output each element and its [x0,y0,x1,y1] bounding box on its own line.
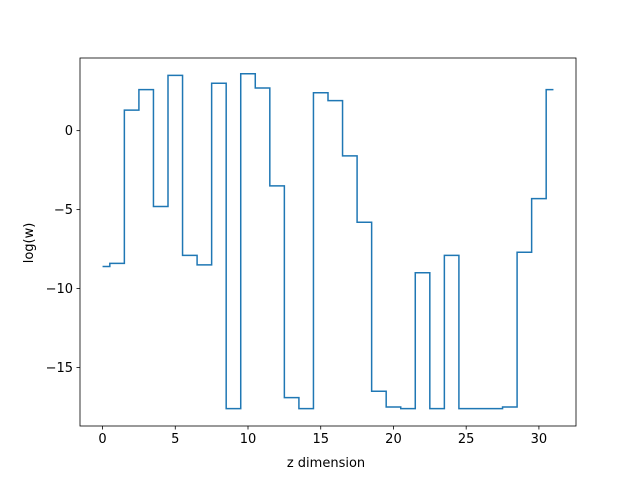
y-tick-label: 0 [65,124,73,139]
y-tick-label: −10 [46,282,73,297]
y-axis-ticks: 0 −5 −10 −15 [46,124,80,376]
plot-frame [79,57,577,427]
y-axis-label: log(w) [22,223,37,264]
x-tick-label: 10 [240,432,257,447]
series-line [102,73,554,410]
x-tick-label: 25 [458,432,475,447]
y-tick-label: −5 [54,203,73,218]
x-axis-ticks: 0 5 10 15 20 25 30 [98,426,547,447]
x-axis-label: z dimension [287,456,365,471]
x-tick-label: 30 [531,432,548,447]
x-tick-label: 0 [98,432,106,447]
x-tick-label: 15 [312,432,329,447]
x-tick-label: 20 [385,432,402,447]
y-tick-label: −15 [46,361,73,376]
x-tick-label: 5 [171,432,179,447]
